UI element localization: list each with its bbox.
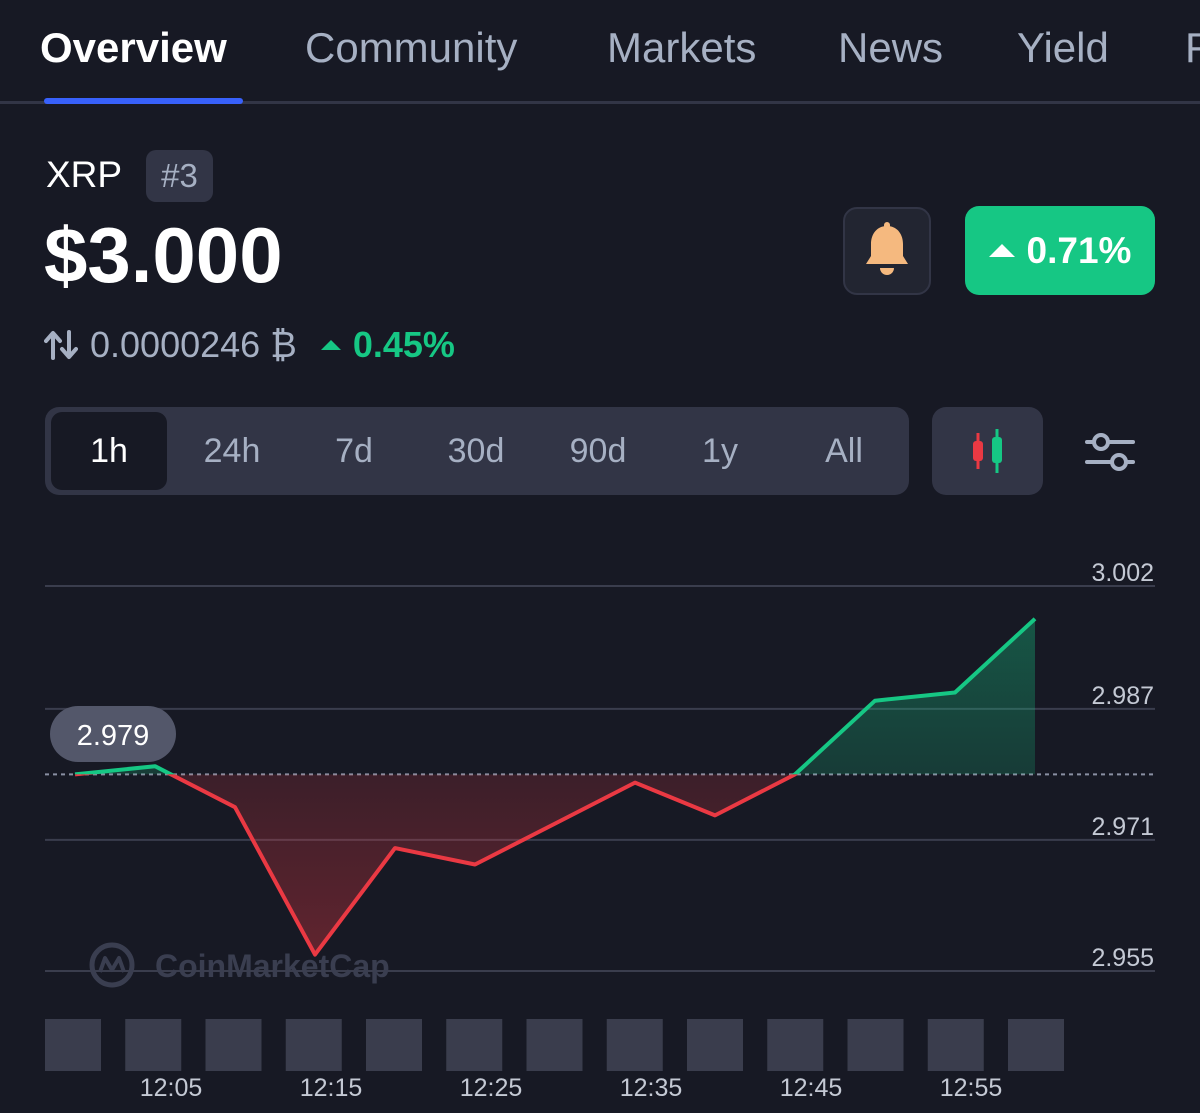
volume-bar [446, 1019, 503, 1071]
y-axis-labels: 3.002 2.987 2.971 2.955 [1091, 559, 1154, 972]
tab-yield[interactable]: Yield [1017, 24, 1109, 71]
watermark-text: CoinMarketCap [155, 948, 390, 984]
y-tick-label: 2.955 [1091, 944, 1154, 972]
price-alert-button[interactable] [843, 207, 931, 295]
line-below-baseline [75, 774, 798, 957]
tab-partial[interactable]: F [1185, 24, 1200, 71]
tab-overview[interactable]: Overview [40, 24, 227, 71]
x-axis-labels: 12:05 12:15 12:25 12:35 12:45 12:55 [140, 1074, 1003, 1102]
chart-type-button[interactable] [932, 407, 1043, 495]
range-30d[interactable]: 30d [447, 432, 505, 470]
volume-bar [285, 1019, 342, 1071]
price-chart: CoinMarketCap 3.002 2.987 2.971 2.955 12:05… [45, 559, 1155, 1102]
up-triangle-icon [988, 244, 1015, 257]
volume-bar [927, 1019, 984, 1071]
baseline-value: 2.979 [77, 720, 150, 752]
volume-bar [45, 1019, 101, 1071]
tab-news[interactable]: News [838, 24, 944, 71]
range-24h[interactable]: 24h [203, 432, 261, 470]
price-change-badge: 0.71% [965, 206, 1155, 295]
range-7d[interactable]: 7d [335, 432, 373, 470]
range-90d[interactable]: 90d [569, 432, 627, 470]
area-below-baseline [171, 774, 795, 955]
volume-bar [205, 1019, 262, 1071]
btc-price: 0.0000246 ₿ [90, 324, 297, 365]
bell-icon [866, 222, 908, 275]
range-1h[interactable]: 1h [51, 412, 167, 490]
price-change-value: 0.71% [1026, 229, 1132, 271]
range-1y[interactable]: 1y [702, 432, 738, 470]
time-range-selector: 1h 24h 7d 30d 90d 1y All [45, 407, 909, 495]
volume-bar [366, 1019, 422, 1071]
candlestick-icon [972, 429, 1002, 473]
volume-bars [45, 1019, 1064, 1071]
x-tick-label: 12:35 [620, 1074, 683, 1102]
volume-bar [847, 1019, 904, 1071]
volume-bar [526, 1019, 583, 1071]
x-tick-label: 12:15 [300, 1074, 363, 1102]
volume-bar [1008, 1019, 1064, 1071]
y-tick-label: 3.002 [1091, 559, 1154, 587]
y-tick-label: 2.987 [1091, 682, 1154, 710]
btc-price-row: 0.0000246 ₿ 0.45% [44, 322, 455, 368]
x-tick-label: 12:05 [140, 1074, 203, 1102]
rank-badge: #3 [146, 150, 213, 202]
sliders-icon [1085, 433, 1135, 471]
area-fill [75, 618, 1035, 955]
baseline-badge: 2.979 [50, 706, 176, 762]
x-tick-label: 12:25 [460, 1074, 523, 1102]
y-tick-label: 2.971 [1091, 813, 1154, 841]
up-triangle-icon [320, 340, 341, 350]
watermark-logo: CoinMarketCap [89, 942, 390, 988]
range-all[interactable]: All [825, 432, 863, 470]
tab-markets[interactable]: Markets [607, 24, 757, 71]
coin-symbol: XRP [46, 154, 123, 195]
volume-bar [125, 1019, 182, 1071]
volume-bar [687, 1019, 743, 1071]
area-above-baseline [75, 618, 1035, 775]
x-tick-label: 12:55 [940, 1074, 1003, 1102]
swap-arrows-icon [44, 330, 78, 360]
volume-bar [606, 1019, 663, 1071]
active-tab-indicator [44, 98, 243, 104]
price-line [74, 617, 1037, 957]
tab-bar: Overview Community Markets News Yield F [0, 0, 1200, 104]
line-above-baseline [74, 617, 1037, 775]
coin-price: $3.000 [44, 211, 283, 299]
chart-settings-button[interactable] [1082, 424, 1138, 480]
x-tick-label: 12:45 [780, 1074, 843, 1102]
tab-community[interactable]: Community [305, 24, 518, 71]
volume-bar [767, 1019, 824, 1071]
btc-change: 0.45% [352, 324, 455, 365]
